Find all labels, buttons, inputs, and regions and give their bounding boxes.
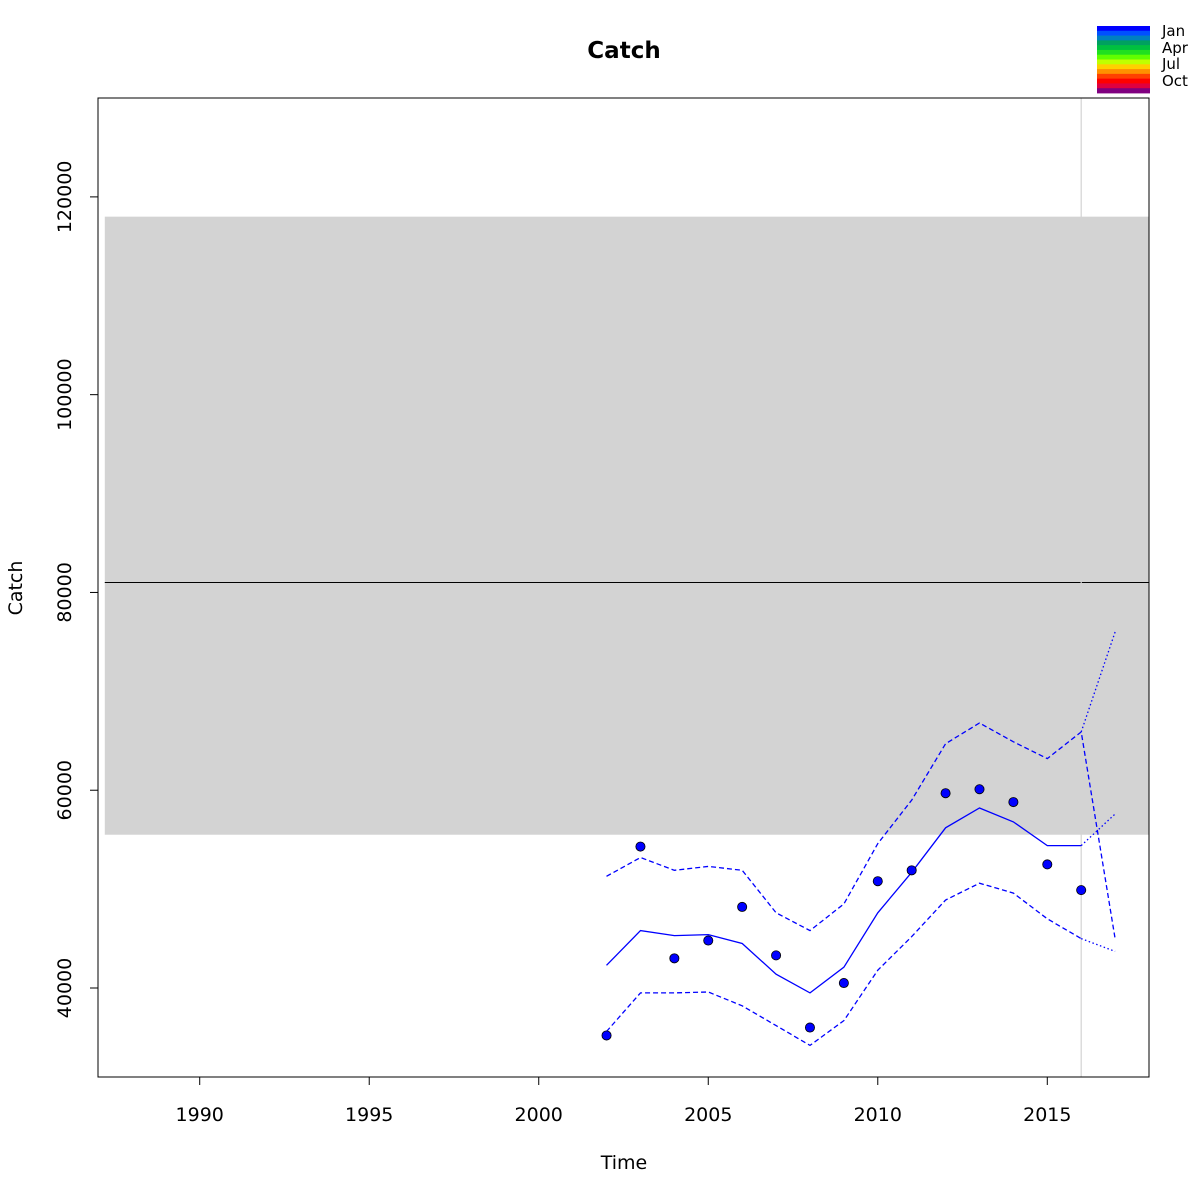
legend-label: Jan (1161, 22, 1185, 40)
observed-point (669, 953, 680, 964)
observed-point (771, 950, 782, 961)
legend-color-swatch (1097, 83, 1150, 89)
legend-color-swatch (1097, 30, 1150, 36)
observed-point (1008, 797, 1019, 808)
legend-color-swatch (1097, 26, 1150, 32)
legend-color-swatch (1097, 35, 1150, 41)
series-line-dashed-2 (606, 882, 1082, 1047)
legend-color-swatch (1097, 69, 1150, 75)
legend-color-swatch (1097, 64, 1150, 70)
series-line-dotted-5 (1080, 937, 1116, 953)
x-tick-label: 1995 (345, 1104, 393, 1126)
observed-point (1076, 885, 1087, 896)
x-tick-label: 2000 (515, 1104, 563, 1126)
observed-point (1042, 859, 1053, 870)
series-line-dashed-1 (606, 722, 1116, 939)
plot-frame (97, 97, 1150, 1078)
legend-label: Oct (1162, 72, 1188, 90)
series-line-solid-0 (606, 807, 1082, 994)
y-tick-label: 100000 (54, 358, 76, 431)
legend-color-swatch (1097, 49, 1150, 56)
y-axis-label: Catch (5, 561, 27, 616)
x-tick-label: 2010 (854, 1104, 902, 1126)
x-tick-label: 1990 (176, 1104, 224, 1126)
legend-label: Apr (1162, 39, 1189, 57)
legend-color-swatch (1097, 40, 1150, 46)
observed-point (601, 1030, 612, 1041)
x-axis-label: Time (600, 1152, 648, 1174)
observed-point (804, 1022, 815, 1033)
observed-point (635, 841, 646, 852)
y-tick-label: 60000 (54, 760, 76, 820)
observed-point (974, 784, 985, 795)
legend-color-swatch (1097, 59, 1150, 65)
observed-point (940, 788, 951, 799)
legend-color-swatch (1097, 78, 1150, 84)
legend-color-swatch (1097, 45, 1150, 51)
legend-color-swatch (1097, 73, 1150, 80)
reference-band (104, 216, 1150, 835)
observed-point (703, 935, 714, 946)
legend-color-swatch (1097, 54, 1150, 60)
observed-point (872, 876, 883, 887)
legend-label: Jul (1161, 55, 1180, 73)
observed-point (838, 978, 849, 989)
series-line-dotted-4 (1080, 631, 1116, 733)
observed-point (906, 865, 917, 876)
x-tick-label: 2005 (684, 1104, 732, 1126)
y-tick-label: 120000 (54, 161, 76, 234)
observed-point (737, 901, 748, 912)
x-tick-label: 2015 (1023, 1104, 1071, 1126)
legend-color-swatch (1097, 88, 1150, 94)
y-tick-label: 40000 (54, 958, 76, 1018)
chart-title: Catch (587, 38, 660, 64)
y-tick-label: 80000 (54, 562, 76, 622)
